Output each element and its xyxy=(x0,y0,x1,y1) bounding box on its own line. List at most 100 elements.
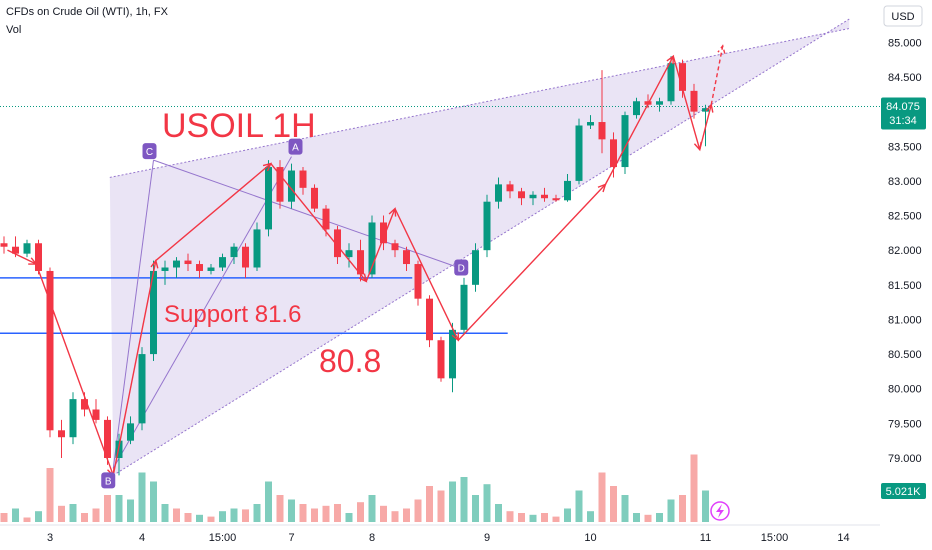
volume-bar xyxy=(23,517,31,522)
candle-body xyxy=(506,184,514,192)
price-tick-label: 82.500 xyxy=(888,211,922,223)
chart-title: USOIL 1H xyxy=(162,107,316,145)
volume-bar xyxy=(288,499,295,522)
zigzag-segment xyxy=(155,163,272,262)
candle-body xyxy=(656,101,663,105)
time-tick-label: 3 xyxy=(47,532,53,544)
zigzag-segment xyxy=(365,208,396,282)
rising-wedge xyxy=(109,18,850,476)
support-levels xyxy=(0,105,880,335)
time-tick-label: 11 xyxy=(700,532,711,544)
candle-body xyxy=(58,430,65,438)
level-annotation: 80.8 xyxy=(319,343,381,379)
volume-bar xyxy=(449,481,456,522)
pattern-point-badge xyxy=(142,143,157,160)
lightning-icon[interactable] xyxy=(710,501,730,521)
volume-bar xyxy=(610,486,617,522)
volume-bar xyxy=(345,513,353,522)
volume-bar xyxy=(276,495,284,522)
volume-bar xyxy=(403,508,410,522)
zigzag-segment xyxy=(35,263,114,476)
volume-bar xyxy=(667,499,675,522)
candle-body xyxy=(587,122,594,126)
candle-body xyxy=(449,329,456,379)
volume-bar xyxy=(633,513,640,522)
candle-body xyxy=(242,246,249,268)
volume-bar xyxy=(242,509,249,522)
volume-bar xyxy=(564,508,571,522)
candle-body xyxy=(495,184,502,202)
volume-bar xyxy=(644,514,652,522)
candles xyxy=(0,56,709,476)
price-tick-label: 81.500 xyxy=(888,280,922,292)
time-tick-label: 14 xyxy=(837,532,849,544)
pattern-guide-line xyxy=(112,160,154,469)
wedge-bottom-line xyxy=(112,18,850,476)
pattern-point-badge xyxy=(454,259,469,276)
price-axis[interactable]: USD 85.00084.50084.00083.50083.00082.500… xyxy=(880,0,932,525)
volume-bar xyxy=(598,472,606,522)
candle-body xyxy=(391,243,399,251)
volume-bar xyxy=(334,504,341,522)
pattern-guide-line xyxy=(153,159,459,268)
volume-bar xyxy=(368,495,376,522)
volume-bar xyxy=(322,505,330,522)
candle-body xyxy=(380,222,387,244)
volume-bar xyxy=(426,486,433,522)
zigzag-segment xyxy=(672,56,701,150)
volume-bar xyxy=(161,504,169,522)
candle-body xyxy=(403,250,410,265)
candle-body xyxy=(518,191,525,199)
candle-body xyxy=(529,194,537,199)
candle-body xyxy=(196,264,203,271)
price-tick-label: 83.500 xyxy=(888,141,922,153)
time-tick-label: 8 xyxy=(369,532,375,544)
projection-path xyxy=(710,45,724,105)
zigzag-segment xyxy=(699,104,712,150)
volume-bar xyxy=(207,516,215,522)
support-annotation: Support 81.6 xyxy=(164,301,301,328)
candle-body xyxy=(598,122,606,140)
volume-bar xyxy=(69,504,77,522)
candle-body xyxy=(621,115,629,168)
candle-body xyxy=(138,354,146,424)
pattern-point-labels: A B C D xyxy=(101,138,469,489)
candle-body xyxy=(679,63,686,91)
candle-body xyxy=(541,194,548,199)
last-price-tag: 84.075 31:34 xyxy=(881,97,926,130)
volume-bar xyxy=(552,516,560,522)
time-tick-label: 4 xyxy=(139,532,145,544)
volume-bar xyxy=(357,502,364,522)
zigzag-segment xyxy=(112,260,157,476)
zigzag-segment xyxy=(457,183,606,341)
candle-body xyxy=(81,399,88,410)
price-tick-label: 79.500 xyxy=(888,418,922,430)
volume-bar xyxy=(414,499,422,522)
candle-body xyxy=(46,270,54,431)
candle-body xyxy=(184,260,192,265)
volume-bar xyxy=(219,511,226,522)
candle-body xyxy=(437,340,445,379)
pattern-point-label: D xyxy=(458,264,465,275)
volume-bar xyxy=(115,495,123,522)
zigzag-segment xyxy=(604,55,674,185)
volume-bar xyxy=(472,495,479,522)
candle-body xyxy=(23,243,31,254)
candle-body xyxy=(150,270,157,355)
volume-bar xyxy=(12,508,19,522)
last-volume-tag: 5.021K xyxy=(881,483,926,499)
currency-badge[interactable] xyxy=(883,5,923,27)
zigzag-path xyxy=(7,44,726,477)
volume-legend-label: Vol xyxy=(6,24,22,36)
candle-body xyxy=(12,246,19,254)
candle-body xyxy=(173,260,180,268)
volume-bar xyxy=(587,511,594,522)
time-axis[interactable]: 3 4 15:00 7 8 9 10 11 15:00 14 xyxy=(0,524,880,544)
price-tick-label: 79.000 xyxy=(888,453,922,465)
price-tick-label: 80.000 xyxy=(888,384,922,396)
time-tick-label: 9 xyxy=(484,532,490,544)
last-volume-value: 5.021K xyxy=(886,486,922,498)
candle-body xyxy=(368,222,376,275)
volume-bar xyxy=(81,513,88,522)
